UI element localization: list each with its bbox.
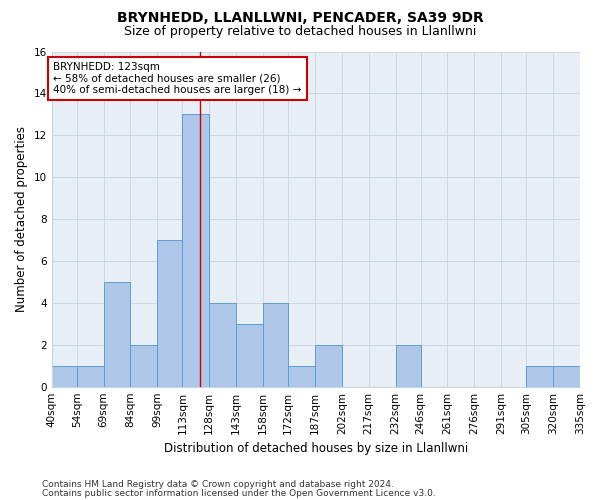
Bar bbox=[77, 366, 104, 386]
Bar bbox=[52, 366, 77, 386]
Text: Contains public sector information licensed under the Open Government Licence v3: Contains public sector information licen… bbox=[42, 488, 436, 498]
Bar bbox=[315, 345, 342, 387]
Bar bbox=[157, 240, 182, 386]
Bar bbox=[395, 345, 421, 387]
Text: BRYNHEDD: 123sqm
← 58% of detached houses are smaller (26)
40% of semi-detached : BRYNHEDD: 123sqm ← 58% of detached house… bbox=[53, 62, 302, 95]
Bar bbox=[526, 366, 553, 386]
Text: BRYNHEDD, LLANLLWNI, PENCADER, SA39 9DR: BRYNHEDD, LLANLLWNI, PENCADER, SA39 9DR bbox=[116, 11, 484, 25]
Bar bbox=[104, 282, 130, 387]
Bar bbox=[553, 366, 580, 386]
Bar bbox=[209, 303, 236, 386]
X-axis label: Distribution of detached houses by size in Llanllwni: Distribution of detached houses by size … bbox=[164, 442, 468, 455]
Text: Contains HM Land Registry data © Crown copyright and database right 2024.: Contains HM Land Registry data © Crown c… bbox=[42, 480, 394, 489]
Bar bbox=[288, 366, 315, 386]
Bar bbox=[130, 345, 157, 387]
Bar bbox=[182, 114, 209, 386]
Bar bbox=[263, 303, 288, 386]
Text: Size of property relative to detached houses in Llanllwni: Size of property relative to detached ho… bbox=[124, 25, 476, 38]
Bar bbox=[236, 324, 263, 386]
Y-axis label: Number of detached properties: Number of detached properties bbox=[15, 126, 28, 312]
